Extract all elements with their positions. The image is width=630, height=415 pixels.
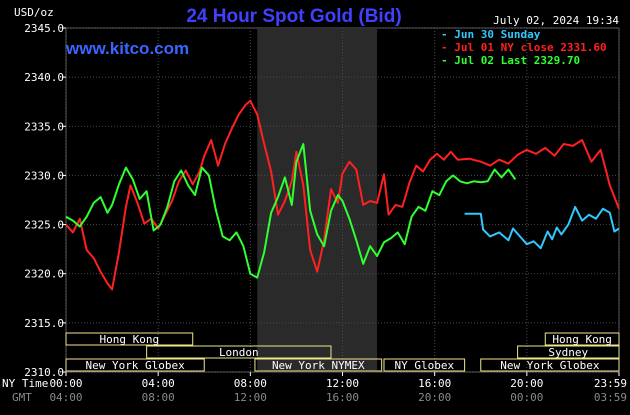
brand-watermark: www.kitco.com xyxy=(65,39,189,58)
session-label: Sydney xyxy=(548,346,588,359)
y-tick-label: 2345.0 xyxy=(24,22,64,35)
x-tick-label: 04:00 xyxy=(142,377,175,390)
x-tick-label: 23:59 xyxy=(594,377,627,390)
x-tick-label: 12:00 xyxy=(326,377,359,390)
series-jun30-line xyxy=(464,205,620,250)
legend-entry: - Jun 30 Sunday xyxy=(441,28,541,41)
session-label: New York NYMEX xyxy=(272,359,365,372)
gmt-label: GMT xyxy=(12,391,32,404)
gmt-tick-label: 12:00 xyxy=(234,391,267,404)
session-label: London xyxy=(219,346,259,359)
y-tick-label: 2330.0 xyxy=(24,169,64,182)
y-tick-label: 2340.0 xyxy=(24,71,64,84)
series-lines xyxy=(65,99,620,291)
session-bar xyxy=(65,332,194,346)
y-tick-label: 2315.0 xyxy=(24,317,64,330)
gmt-tick-label: 04:00 xyxy=(49,391,82,404)
session-label: Hong Kong xyxy=(100,333,160,346)
session-label: Hong Kong xyxy=(552,333,612,346)
x-tick-label: 08:00 xyxy=(234,377,267,390)
session-label: NY Globex xyxy=(394,359,454,372)
ny-time-label: NY Time xyxy=(2,377,48,390)
x-axis-ticks: 00:0004:0004:0008:0008:0012:0012:0016:00… xyxy=(49,372,627,404)
session-bar xyxy=(517,345,620,359)
legend-entry: - Jul 01 NY close 2331.60 xyxy=(441,41,607,54)
x-tick-label: 16:00 xyxy=(418,377,451,390)
y-tick-label: 2320.0 xyxy=(24,268,64,281)
y-axis-ticks: 2310.0 2315.0 2320.0 2325.0 2330.0 2335.0 2340… xyxy=(24,22,66,379)
legend-entry: - Jul 02 Last 2329.70 xyxy=(441,54,580,67)
session-bar xyxy=(383,358,466,372)
session-bar xyxy=(65,358,205,372)
y-tick-label: 2335.0 xyxy=(24,120,64,133)
chart-title: 24 Hour Spot Gold (Bid) xyxy=(186,6,401,27)
y-tick-label: 2310.0 xyxy=(24,366,64,379)
gmt-tick-label: 08:00 xyxy=(142,391,175,404)
x-tick-label: 00:00 xyxy=(49,377,82,390)
session-label: New York Globex xyxy=(500,359,600,372)
session-bar xyxy=(254,358,383,372)
legend: - Jun 30 Sunday- Jul 01 NY close 2331.60… xyxy=(441,28,607,67)
gmt-tick-label: 03:59 xyxy=(594,391,627,404)
gmt-tick-label: 00:00 xyxy=(510,391,543,404)
session-bar xyxy=(480,358,620,372)
gmt-tick-label: 16:00 xyxy=(326,391,359,404)
series-jul01-line xyxy=(65,99,620,291)
series-jul02-line xyxy=(65,143,517,279)
trading-sessions: Hong Kong London New York Globex New York N… xyxy=(65,332,620,372)
unit-label: USD/oz xyxy=(14,6,54,19)
y-tick-label: 2325.0 xyxy=(24,219,64,232)
session-label: New York Globex xyxy=(85,359,185,372)
x-tick-label: 20:00 xyxy=(510,377,543,390)
session-bar xyxy=(146,345,332,359)
gmt-tick-label: 20:00 xyxy=(418,391,451,404)
timestamp: July 02, 2024 19:34 xyxy=(493,14,619,27)
session-bar xyxy=(544,332,620,346)
